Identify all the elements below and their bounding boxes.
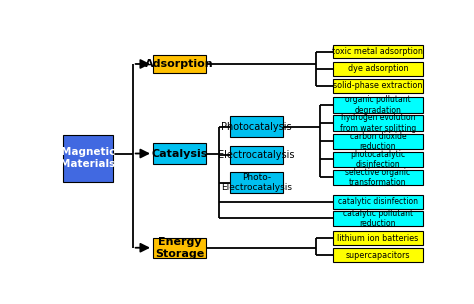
FancyBboxPatch shape xyxy=(333,248,423,262)
FancyBboxPatch shape xyxy=(333,62,423,76)
Text: supercapacitors: supercapacitors xyxy=(346,250,410,260)
FancyBboxPatch shape xyxy=(333,152,423,167)
FancyBboxPatch shape xyxy=(230,147,283,164)
FancyBboxPatch shape xyxy=(333,45,423,58)
Text: catalytic pollutant
reduction: catalytic pollutant reduction xyxy=(343,209,413,228)
Text: dye adsorption: dye adsorption xyxy=(347,64,408,73)
FancyBboxPatch shape xyxy=(333,231,423,245)
FancyBboxPatch shape xyxy=(333,134,423,149)
Text: organic pollutant
degradation: organic pollutant degradation xyxy=(345,95,411,115)
Text: carbon dioxide
reduction: carbon dioxide reduction xyxy=(350,132,406,151)
FancyBboxPatch shape xyxy=(153,143,206,164)
FancyBboxPatch shape xyxy=(153,238,206,258)
FancyBboxPatch shape xyxy=(333,79,423,93)
FancyBboxPatch shape xyxy=(153,55,206,73)
FancyBboxPatch shape xyxy=(333,115,423,131)
FancyBboxPatch shape xyxy=(230,116,283,137)
Text: solid-phase extraction: solid-phase extraction xyxy=(333,81,423,90)
Text: hydrogen evolution
from water splitting: hydrogen evolution from water splitting xyxy=(340,113,416,133)
Text: Adsorption: Adsorption xyxy=(145,59,214,69)
FancyBboxPatch shape xyxy=(63,135,112,181)
Text: selective organic
transformation: selective organic transformation xyxy=(346,168,410,187)
Text: Magnetic
Materials: Magnetic Materials xyxy=(60,147,115,169)
Text: toxic metal adsorption: toxic metal adsorption xyxy=(332,47,423,56)
Text: Electrocatalysis: Electrocatalysis xyxy=(219,150,295,160)
Text: Photocatalysis: Photocatalysis xyxy=(221,122,292,132)
Text: Catalysis: Catalysis xyxy=(151,149,208,158)
FancyBboxPatch shape xyxy=(230,172,283,193)
FancyBboxPatch shape xyxy=(333,97,423,112)
FancyBboxPatch shape xyxy=(333,211,423,226)
Text: photocatalytic
disinfection: photocatalytic disinfection xyxy=(350,150,405,169)
Text: Photo-
Electrocatalysis: Photo- Electrocatalysis xyxy=(221,173,292,192)
Text: catalytic disinfection: catalytic disinfection xyxy=(338,197,418,206)
Text: Energy
Storage: Energy Storage xyxy=(155,237,204,258)
Text: lithium ion batteries: lithium ion batteries xyxy=(337,233,419,243)
FancyBboxPatch shape xyxy=(333,195,423,209)
FancyBboxPatch shape xyxy=(333,170,423,185)
